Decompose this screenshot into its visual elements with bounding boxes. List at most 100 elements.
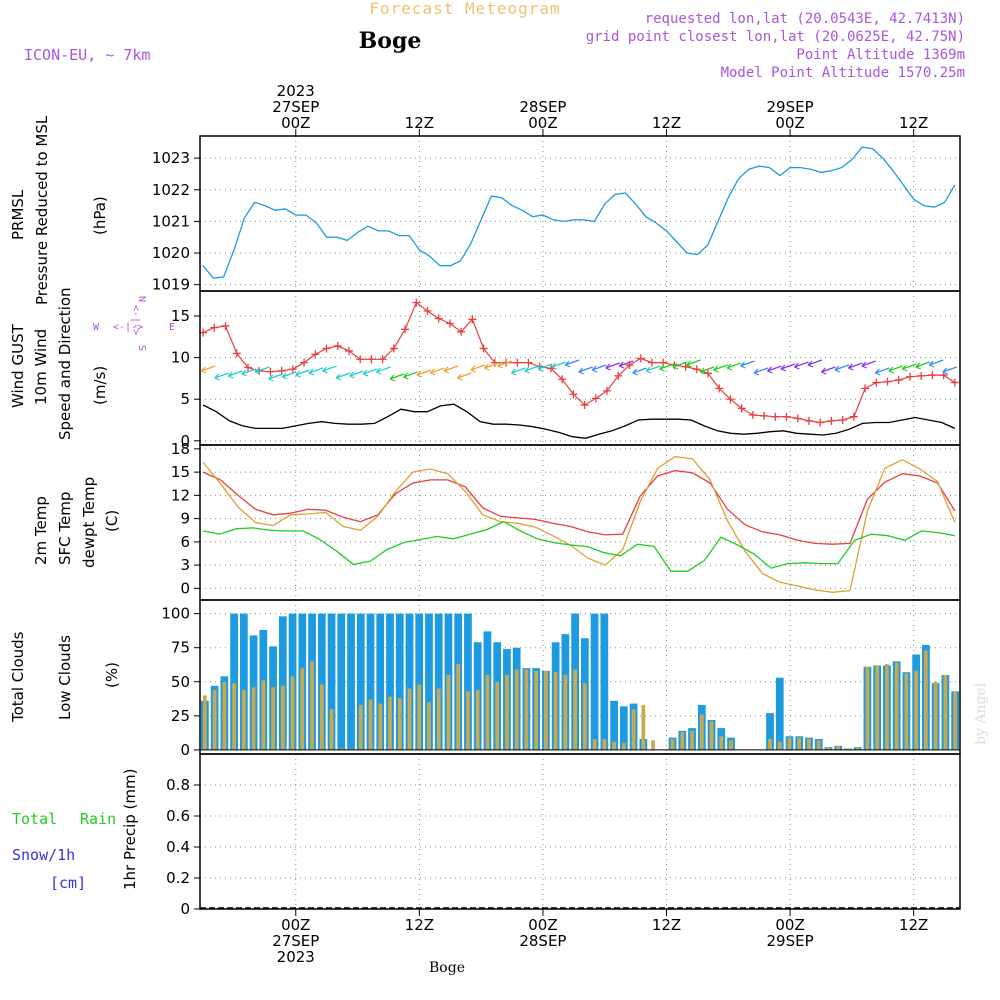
bottom-time-label: 12Z (652, 916, 681, 934)
wind-tick-label: 10 (171, 349, 190, 367)
precip-label-snow: Snow/1h (12, 846, 75, 864)
low-cloud-bar (329, 709, 334, 750)
low-cloud-bar (641, 704, 646, 750)
total-cloud-bar (395, 613, 404, 750)
wind-direction-arrow (699, 366, 715, 375)
wind-tick-label: 0 (180, 432, 190, 450)
low-cloud-bar (729, 740, 733, 750)
wind-gust-line (202, 301, 956, 424)
temp-sfc-line (202, 455, 956, 593)
precip-label-total: Total (12, 810, 57, 828)
top-time-label: 29SEP (767, 98, 814, 116)
low-cloud-bar (690, 730, 694, 750)
low-cloud-bar (378, 703, 383, 750)
wind-panel-frame (199, 290, 961, 446)
wind-direction-arrow (322, 365, 337, 374)
top-time-label: 2023 (277, 82, 315, 100)
low-cloud-bar (407, 688, 412, 750)
wind-direction-arrow (281, 371, 297, 380)
wind-direction-arrow (753, 367, 769, 376)
wind-gust-marker (378, 355, 387, 364)
cloud-label-low: Low Clouds (56, 635, 74, 720)
wind-direction-arrow (470, 364, 486, 373)
wind-gust-marker (333, 341, 342, 350)
total-cloud-bar (278, 616, 287, 750)
temp-tick-label: 6 (180, 533, 190, 551)
temp-tick-label: 9 (180, 510, 190, 528)
wind-direction-arrow (443, 365, 459, 374)
low-cloud-bar (475, 689, 480, 750)
low-cloud-bar (855, 747, 860, 750)
wind-speed-line (202, 403, 956, 439)
low-cloud-bar (339, 748, 344, 750)
low-cloud-bar (232, 683, 236, 750)
wind-tick-label: 15 (171, 307, 190, 325)
wind-gust-marker (300, 358, 309, 367)
wind-gust-marker (513, 358, 522, 367)
wind-gust-marker (445, 319, 454, 328)
low-cloud-bar (846, 748, 850, 750)
total-cloud-bar (347, 613, 355, 750)
clouds-tick-label: 100 (161, 605, 190, 623)
cloud-label-unit: (%) (103, 662, 121, 688)
bottom-time-label: 12Z (405, 916, 434, 934)
wind-direction-arrow (686, 359, 701, 368)
pressure-tick-label: 1022 (152, 181, 190, 199)
wind-direction-arrow (456, 372, 472, 381)
low-cloud-bar (436, 688, 441, 750)
wind-direction-arrow (497, 360, 513, 369)
temp-label-sfc: SFC Temp (56, 492, 74, 565)
requested-coords: requested lon,lat (20.0543E, 42.7413N) (645, 11, 965, 27)
model-label: ICON-EU, ~ 7km (24, 46, 150, 64)
wind-gust-marker (243, 363, 252, 372)
wind-direction-arrow (578, 366, 593, 375)
low-cloud-bar (875, 665, 880, 750)
wind-label-unit: (m/s) (91, 366, 109, 405)
low-cloud-bar (631, 709, 636, 750)
wind-direction-arrow (767, 365, 782, 374)
precip-label-rain: Rain (80, 810, 116, 828)
low-cloud-bar (777, 741, 782, 750)
total-cloud-bar (366, 613, 375, 750)
wind-gust-marker (647, 358, 656, 367)
low-cloud-bar (670, 739, 675, 750)
station-title: Boge (359, 28, 422, 54)
wind-direction-arrow (524, 365, 539, 374)
clouds-tick-label: 75 (171, 639, 190, 657)
wind-direction-arrow (632, 367, 647, 376)
temp-label-dew: dewpt Temp (80, 477, 98, 568)
point-altitude: Point Altitude 1369m (796, 47, 965, 63)
wind-gust-marker (827, 416, 836, 425)
pressure-label-desc: Pressure Reduced to MSL (33, 115, 51, 305)
wind-direction-arrow (820, 366, 836, 375)
low-cloud-bar (251, 687, 256, 750)
wind-direction-arrow (295, 369, 310, 378)
low-cloud-bar (241, 689, 246, 750)
wind-direction-arrow (726, 362, 742, 371)
low-cloud-bar (602, 739, 607, 750)
wind-gust-marker (412, 298, 421, 307)
low-cloud-bar (651, 740, 655, 750)
wind-gust-marker (457, 327, 466, 336)
wind-gust-marker (760, 411, 769, 420)
wind-direction-arrow (874, 367, 890, 376)
low-cloud-bar (621, 743, 626, 750)
wind-gust-marker (950, 378, 959, 387)
wind-gust-marker (715, 384, 724, 393)
low-cloud-bar (319, 684, 324, 750)
low-cloud-bar (953, 691, 957, 750)
clouds-tick-label: 50 (171, 673, 190, 691)
low-cloud-bar (709, 721, 714, 750)
low-cloud-bar (553, 672, 558, 750)
low-cloud-bar (427, 702, 431, 750)
wind-gust-marker (614, 371, 623, 380)
low-cloud-bar (544, 670, 548, 750)
low-cloud-bar (836, 745, 841, 750)
cloud-label-total: Total Clouds (9, 631, 27, 723)
wind-gust-marker (603, 386, 612, 395)
clouds-tick-label: 25 (171, 707, 190, 725)
pressure-label-unit: (hPa) (91, 196, 109, 235)
temp-tick-label: 3 (180, 556, 190, 574)
total-cloud-bar (434, 613, 443, 750)
low-cloud-bar (534, 670, 539, 750)
